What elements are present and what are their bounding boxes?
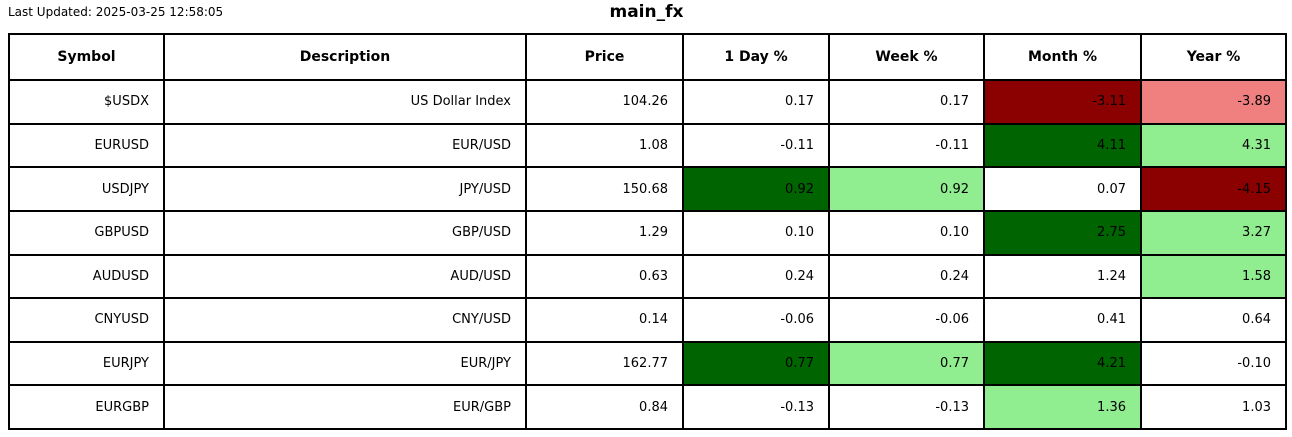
description-cell: US Dollar Index — [163, 79, 527, 125]
fx-rates-table: Symbol Description Price 1 Day % Week % … — [8, 33, 1287, 430]
table-row: EURGBP EUR/GBP 0.84 -0.13 -0.13 1.36 1.0… — [8, 384, 1287, 430]
price-cell: 0.63 — [525, 253, 684, 300]
symbol-cell: $USDX — [8, 79, 165, 125]
month-change-cell: 0.41 — [983, 297, 1142, 343]
description-cell: GBP/USD — [163, 209, 527, 256]
week-change-cell: -0.13 — [828, 384, 985, 430]
month-change-cell: 1.36 — [983, 384, 1142, 430]
week-change-cell: 0.24 — [828, 253, 985, 300]
price-cell: 1.29 — [525, 209, 684, 256]
day-change-cell: 0.77 — [682, 340, 830, 387]
symbol-cell: EURGBP — [8, 384, 165, 430]
price-cell: 1.08 — [525, 122, 684, 169]
description-cell: EUR/USD — [163, 122, 527, 169]
day-change-cell: -0.06 — [682, 297, 830, 343]
day-change-cell: 0.17 — [682, 79, 830, 125]
symbol-cell: EURJPY — [8, 340, 165, 387]
col-header-description: Description — [163, 33, 527, 81]
table-row: USDJPY JPY/USD 150.68 0.92 0.92 0.07 -4.… — [8, 166, 1287, 212]
table-row: EURUSD EUR/USD 1.08 -0.11 -0.11 4.11 4.3… — [8, 122, 1287, 169]
table-row: $USDX US Dollar Index 104.26 0.17 0.17 -… — [8, 79, 1287, 125]
col-header-week-pct: Week % — [828, 33, 985, 81]
day-change-cell: 0.92 — [682, 166, 830, 212]
day-change-cell: 0.10 — [682, 209, 830, 256]
col-header-day-pct: 1 Day % — [682, 33, 830, 81]
table-header: Symbol Description Price 1 Day % Week % … — [8, 33, 1287, 81]
day-change-cell: -0.13 — [682, 384, 830, 430]
price-cell: 162.77 — [525, 340, 684, 387]
symbol-cell: AUDUSD — [8, 253, 165, 300]
year-change-cell: -0.10 — [1140, 340, 1287, 387]
week-change-cell: 0.10 — [828, 209, 985, 256]
symbol-cell: CNYUSD — [8, 297, 165, 343]
symbol-cell: USDJPY — [8, 166, 165, 212]
price-cell: 104.26 — [525, 79, 684, 125]
month-change-cell: 0.07 — [983, 166, 1142, 212]
year-change-cell: 1.03 — [1140, 384, 1287, 430]
description-cell: EUR/JPY — [163, 340, 527, 387]
month-change-cell: -3.11 — [983, 79, 1142, 125]
year-change-cell: 3.27 — [1140, 209, 1287, 256]
description-cell: EUR/GBP — [163, 384, 527, 430]
col-header-year-pct: Year % — [1140, 33, 1287, 81]
week-change-cell: 0.17 — [828, 79, 985, 125]
description-cell: JPY/USD — [163, 166, 527, 212]
description-cell: CNY/USD — [163, 297, 527, 343]
description-cell: AUD/USD — [163, 253, 527, 300]
table-row: AUDUSD AUD/USD 0.63 0.24 0.24 1.24 1.58 — [8, 253, 1287, 300]
price-cell: 0.84 — [525, 384, 684, 430]
year-change-cell: -4.15 — [1140, 166, 1287, 212]
symbol-cell: EURUSD — [8, 122, 165, 169]
day-change-cell: -0.11 — [682, 122, 830, 169]
month-change-cell: 4.21 — [983, 340, 1142, 387]
col-header-symbol: Symbol — [8, 33, 165, 81]
table-body: $USDX US Dollar Index 104.26 0.17 0.17 -… — [8, 79, 1287, 430]
symbol-cell: GBPUSD — [8, 209, 165, 256]
page-title: main_fx — [609, 2, 684, 22]
month-change-cell: 4.11 — [983, 122, 1142, 169]
month-change-cell: 1.24 — [983, 253, 1142, 300]
year-change-cell: 4.31 — [1140, 122, 1287, 169]
week-change-cell: -0.06 — [828, 297, 985, 343]
header-row: Symbol Description Price 1 Day % Week % … — [8, 33, 1287, 81]
year-change-cell: 1.58 — [1140, 253, 1287, 300]
price-cell: 150.68 — [525, 166, 684, 212]
month-change-cell: 2.75 — [983, 209, 1142, 256]
table-row: EURJPY EUR/JPY 162.77 0.77 0.77 4.21 -0.… — [8, 340, 1287, 387]
col-header-month-pct: Month % — [983, 33, 1142, 81]
week-change-cell: 0.77 — [828, 340, 985, 387]
day-change-cell: 0.24 — [682, 253, 830, 300]
price-cell: 0.14 — [525, 297, 684, 343]
week-change-cell: -0.11 — [828, 122, 985, 169]
year-change-cell: -3.89 — [1140, 79, 1287, 125]
col-header-price: Price — [525, 33, 684, 81]
table-row: CNYUSD CNY/USD 0.14 -0.06 -0.06 0.41 0.6… — [8, 297, 1287, 343]
week-change-cell: 0.92 — [828, 166, 985, 212]
year-change-cell: 0.64 — [1140, 297, 1287, 343]
last-updated-timestamp: Last Updated: 2025-03-25 12:58:05 — [8, 5, 224, 19]
table-row: GBPUSD GBP/USD 1.29 0.10 0.10 2.75 3.27 — [8, 209, 1287, 256]
